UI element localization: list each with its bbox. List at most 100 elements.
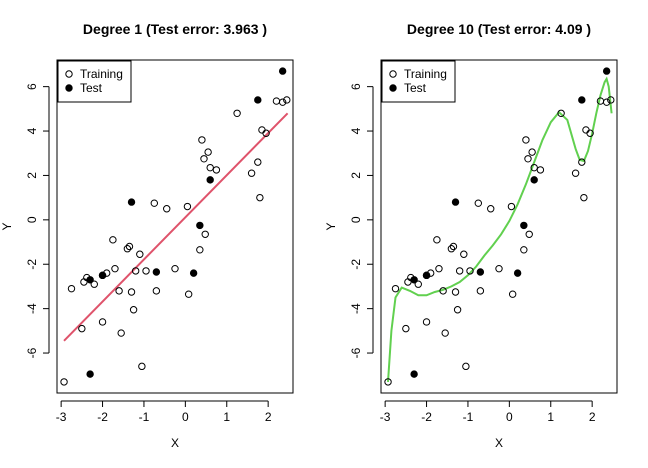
training-point: [272, 97, 281, 105]
training-point: [196, 246, 204, 254]
x-tick-label: 2: [589, 410, 596, 424]
x-tick-label: -3: [380, 410, 391, 424]
training-point: [462, 362, 470, 371]
training-point: [453, 306, 462, 314]
test-point: [578, 96, 586, 104]
fitted-curve: [63, 112, 289, 342]
training-point: [123, 245, 132, 253]
training-point: [449, 242, 458, 251]
training-point: [201, 230, 209, 238]
y-tick-label: 4: [25, 127, 39, 134]
training-point: [433, 236, 441, 244]
training-point: [278, 98, 287, 106]
training-point: [67, 284, 76, 293]
training-point: [522, 136, 530, 144]
test-point: [451, 198, 460, 206]
training-point: [109, 236, 117, 244]
legend-entry: Training: [404, 67, 447, 81]
training-point: [206, 163, 214, 172]
test-point: [189, 269, 198, 277]
training-point: [391, 284, 400, 293]
plot-frame: [56, 59, 294, 394]
training-point: [254, 158, 262, 166]
training-point: [435, 264, 443, 273]
y-tick-label: -4: [349, 303, 363, 314]
training-point: [200, 155, 208, 163]
legend-box: [381, 60, 456, 103]
training-point: [171, 264, 179, 273]
training-point: [487, 205, 495, 213]
training-point: [90, 280, 98, 288]
training-point: [184, 290, 193, 298]
training-point: [256, 193, 264, 202]
y-tick-label: -2: [25, 259, 39, 270]
legend-test-marker: [65, 84, 73, 92]
training-point: [150, 199, 158, 207]
test-point: [476, 268, 485, 276]
training-point: [78, 324, 86, 333]
training-point: [131, 267, 140, 275]
test-point: [520, 221, 528, 230]
x-tick-label: -1: [139, 410, 150, 424]
training-point: [136, 250, 144, 258]
x-tick-label: 1: [547, 410, 554, 424]
training-point: [508, 290, 517, 298]
training-point: [447, 245, 456, 253]
x-tick-label: -3: [56, 410, 67, 424]
training-point: [127, 288, 136, 296]
training-point: [507, 202, 516, 211]
x-axis-label: X: [171, 436, 179, 450]
x-axis-label: X: [495, 436, 503, 450]
test-point: [422, 271, 431, 280]
panel-degree-1: Degree 1 (Test error: 3.963 ) -3 -2 -1 0 1 2 X -…: [0, 21, 294, 450]
training-point: [283, 96, 291, 104]
training-point: [466, 267, 474, 275]
y-tick-label: 0: [349, 216, 363, 223]
training-point: [578, 158, 586, 166]
legend-entry: Test: [80, 81, 103, 95]
y-tick-label: 4: [349, 127, 363, 134]
training-point: [474, 199, 482, 207]
training-point: [607, 96, 615, 104]
training-point: [422, 318, 431, 326]
training-point: [441, 329, 449, 337]
test-point: [410, 276, 418, 284]
legend-training-marker: [65, 70, 73, 78]
legend-training-marker: [389, 70, 397, 78]
training-point: [582, 126, 590, 134]
test-point: [152, 268, 161, 276]
training-point: [602, 98, 611, 106]
training-point: [460, 250, 468, 258]
training-point: [402, 324, 410, 333]
training-point: [525, 230, 533, 238]
training-point: [530, 163, 538, 172]
training-point: [557, 109, 565, 117]
test-point: [206, 176, 214, 184]
legend-entry: Training: [80, 67, 123, 81]
training-point: [129, 306, 138, 314]
test-point: [602, 67, 611, 75]
training-point: [163, 205, 171, 213]
training-point: [152, 287, 161, 295]
training-point: [125, 242, 134, 251]
training-point: [580, 193, 588, 202]
x-tick-label: 2: [265, 410, 272, 424]
test-point: [278, 67, 287, 75]
y-tick-label: 0: [25, 216, 39, 223]
training-point: [455, 267, 464, 275]
x-tick-label: 1: [223, 410, 230, 424]
training-point: [138, 362, 146, 371]
training-point: [520, 246, 528, 254]
y-tick-label: 2: [349, 172, 363, 179]
chart-title: Degree 1 (Test error: 3.963 ): [83, 21, 267, 37]
chart-title: Degree 10 (Test error: 4.09 ): [407, 21, 591, 37]
training-point: [183, 202, 192, 211]
training-point: [524, 155, 532, 163]
training-point: [258, 126, 266, 134]
y-tick-label: 2: [25, 172, 39, 179]
training-point: [233, 109, 241, 117]
training-point: [262, 129, 270, 137]
training-point: [198, 136, 206, 144]
